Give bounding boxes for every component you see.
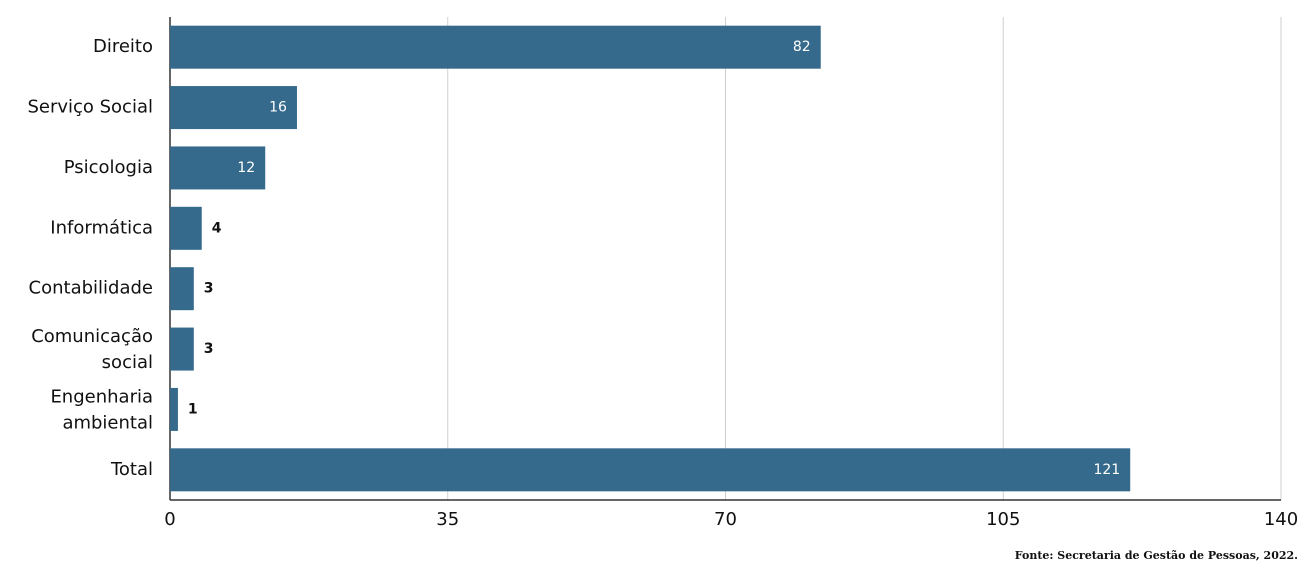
value-label: 3 xyxy=(204,341,214,357)
x-tick-label: 140 xyxy=(1264,509,1298,530)
bar xyxy=(170,448,1131,492)
y-tick-label: Serviço Social xyxy=(27,97,153,118)
value-label: 3 xyxy=(204,281,214,297)
x-tick-label: 35 xyxy=(436,509,459,530)
value-label: 16 xyxy=(269,100,287,116)
y-tick-label: Psicologia xyxy=(64,157,153,178)
y-tick-label: Contabilidade xyxy=(29,278,153,299)
value-label: 4 xyxy=(212,220,222,236)
value-label: 82 xyxy=(793,39,811,55)
y-tick-label: Direito xyxy=(93,36,153,57)
bar xyxy=(170,25,821,69)
source-note: Fonte: Secretaria de Gestão de Pessoas, … xyxy=(1015,549,1298,562)
x-tick-label: 70 xyxy=(714,509,737,530)
x-tick-label: 105 xyxy=(986,509,1020,530)
bar xyxy=(170,327,194,371)
value-label: 1 xyxy=(188,401,198,417)
y-tick-label: Comunicação social xyxy=(31,326,153,373)
bar xyxy=(170,267,194,311)
bar xyxy=(170,387,178,431)
bar xyxy=(170,206,202,250)
y-tick-label: Engenharia ambiental xyxy=(50,386,153,433)
y-tick-label: Informática xyxy=(50,217,153,238)
bar xyxy=(170,86,297,130)
value-label: 121 xyxy=(1093,462,1120,478)
x-tick-label: 0 xyxy=(164,509,175,530)
value-label: 12 xyxy=(237,160,255,176)
y-tick-label: Total xyxy=(110,459,153,480)
bar xyxy=(170,146,266,190)
